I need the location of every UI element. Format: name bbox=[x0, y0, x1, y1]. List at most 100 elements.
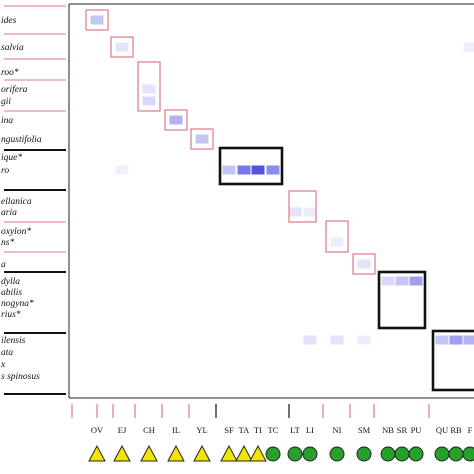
circle-marker bbox=[448, 446, 464, 462]
row-label: ique* bbox=[1, 153, 22, 163]
heatmap-cell bbox=[115, 165, 129, 175]
circle-marker bbox=[394, 446, 410, 462]
triangle-marker bbox=[193, 444, 211, 462]
row-label: rius* bbox=[1, 310, 21, 320]
row-label: ellanica bbox=[1, 197, 32, 207]
heatmap-cell bbox=[237, 165, 251, 175]
row-label: ro bbox=[1, 166, 9, 176]
heatmap-cell bbox=[435, 335, 449, 345]
pink-cluster-box bbox=[110, 36, 134, 58]
black-cluster-box bbox=[377, 270, 427, 330]
row-label: nogyna* bbox=[1, 299, 34, 309]
circle-marker bbox=[462, 446, 474, 462]
heatmap-cell bbox=[330, 335, 344, 345]
triangle-marker bbox=[249, 444, 267, 462]
heatmap-cell bbox=[463, 335, 474, 345]
row-label: s spinosus bbox=[1, 372, 40, 382]
heatmap-cell bbox=[266, 165, 280, 175]
pink-cluster-box bbox=[325, 220, 349, 253]
circle-marker bbox=[434, 446, 450, 462]
heatmap-cell bbox=[115, 42, 129, 52]
triangle-marker bbox=[167, 444, 185, 462]
row-label: ides bbox=[1, 16, 17, 26]
row-labels: ides salvia roo* orifera gii ina ngustifolia iq… bbox=[0, 5, 66, 395]
column-label: LI bbox=[306, 425, 314, 435]
black-block-boxes bbox=[218, 146, 474, 392]
column-label: CH bbox=[143, 425, 155, 435]
column-label: PU bbox=[411, 425, 422, 435]
column-labels: OV EJ CH IL YL SF TA TI TC LT LI NI SM NB SR PU QU RB F bbox=[71, 404, 473, 435]
triangle-marker bbox=[113, 444, 131, 462]
row-label: roo* bbox=[1, 68, 19, 78]
column-label: RB bbox=[450, 425, 462, 435]
row-label: ilensis bbox=[1, 336, 26, 346]
black-cluster-box bbox=[218, 146, 284, 186]
triangle-marker bbox=[140, 444, 158, 462]
row-label: oxylon* bbox=[1, 227, 31, 237]
circle-marker bbox=[380, 446, 396, 462]
column-label: NI bbox=[333, 425, 342, 435]
column-label: F bbox=[468, 425, 473, 435]
row-label: orifera bbox=[1, 84, 28, 95]
row-label: abilis bbox=[1, 288, 22, 298]
row-label: dylla bbox=[1, 277, 20, 287]
pink-cluster-box bbox=[352, 253, 376, 275]
circle-marker bbox=[356, 446, 372, 462]
row-label: a bbox=[1, 260, 6, 270]
circle-marker bbox=[302, 446, 318, 462]
column-markers bbox=[88, 444, 474, 462]
heatmap-cell bbox=[90, 15, 104, 25]
heatmap-cell bbox=[449, 335, 463, 345]
heatmap-cell bbox=[395, 276, 409, 286]
heatmap-cell bbox=[463, 42, 474, 52]
column-label: TC bbox=[268, 425, 279, 435]
column-label: OV bbox=[91, 425, 104, 435]
heatmap-cell bbox=[409, 276, 423, 286]
heatmap-cell bbox=[357, 335, 371, 345]
column-label: EJ bbox=[118, 425, 127, 435]
heatmap-cell bbox=[288, 207, 302, 217]
column-label: SM bbox=[358, 425, 371, 435]
row-label: ata bbox=[1, 348, 13, 358]
column-label: QU bbox=[436, 425, 448, 435]
heatmap-cell bbox=[142, 84, 156, 94]
row-label: ngustifolia bbox=[1, 134, 42, 145]
column-label: SF bbox=[224, 425, 234, 435]
circle-marker bbox=[329, 446, 345, 462]
heatmap-cell bbox=[381, 276, 395, 286]
row-label: ns* bbox=[1, 238, 14, 248]
pink-cluster-box bbox=[164, 109, 188, 131]
column-label: SR bbox=[397, 425, 408, 435]
heatmap-cell bbox=[303, 207, 317, 217]
heatmap-cell bbox=[195, 134, 209, 144]
column-label: IL bbox=[172, 425, 180, 435]
heatmap-cell bbox=[169, 115, 183, 125]
heatmap-cells bbox=[90, 15, 474, 345]
row-label: gii bbox=[1, 97, 11, 107]
pink-cluster-box bbox=[85, 9, 109, 31]
row-label: x bbox=[0, 360, 6, 370]
row-label: ina bbox=[1, 116, 13, 126]
heatmap-cell bbox=[251, 165, 265, 175]
triangle-marker bbox=[88, 444, 106, 462]
plot-frame bbox=[68, 3, 474, 399]
circle-marker bbox=[287, 446, 303, 462]
circle-marker bbox=[408, 446, 424, 462]
triangle-marker bbox=[220, 444, 238, 462]
heatmap-cell bbox=[357, 259, 371, 269]
heatmap-cell bbox=[222, 165, 236, 175]
column-label: TA bbox=[239, 425, 251, 435]
pink-diagonal-boxes bbox=[85, 9, 376, 275]
pink-cluster-box bbox=[288, 190, 317, 223]
column-label: LT bbox=[290, 425, 300, 435]
row-label: aria bbox=[1, 208, 17, 218]
triangle-marker bbox=[235, 444, 253, 462]
pink-cluster-box bbox=[190, 128, 214, 150]
heatmap-cell bbox=[330, 237, 344, 247]
pink-cluster-box bbox=[137, 61, 161, 112]
heatmap-cell bbox=[142, 96, 156, 106]
heatmap-cell bbox=[303, 335, 317, 345]
column-label: TI bbox=[254, 425, 262, 435]
row-label: salvia bbox=[1, 43, 24, 53]
